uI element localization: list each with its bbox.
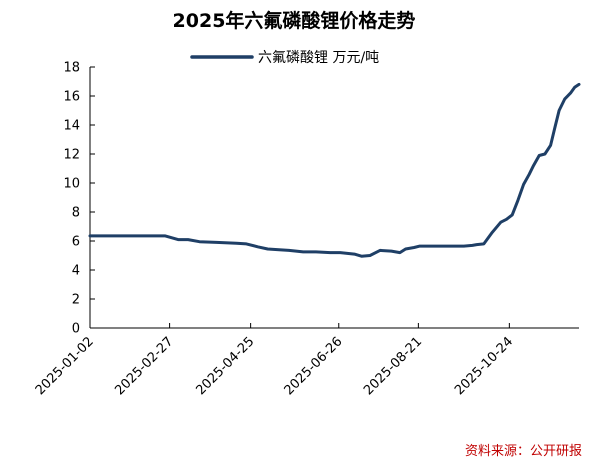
source-note: 资料来源：公开研报 — [465, 444, 582, 459]
y-tick-label: 18 — [63, 61, 80, 76]
chart-title: 2025年六氟磷酸锂价格走势 — [173, 9, 416, 32]
x-ticks: 2025-01-02 2025-02-27 2025-04-25 2025-06-26… — [33, 323, 516, 398]
legend-label: 六氟磷酸锂 万元/吨 — [258, 50, 379, 66]
x-tick-label: 2025-06-26 — [282, 334, 346, 398]
y-tick-label: 12 — [63, 148, 80, 163]
x-tick-label: 2025-08-21 — [361, 334, 425, 398]
x-tick-label: 2025-02-27 — [112, 334, 176, 398]
y-tick-label: 16 — [63, 90, 80, 105]
y-tick-label: 10 — [63, 177, 80, 192]
y-tick-label: 2 — [72, 293, 80, 308]
y-ticks: 0 2 4 6 8 10 12 14 16 18 — [63, 61, 95, 337]
x-tick-label: 2025-10-24 — [452, 334, 516, 398]
y-tick-label: 0 — [72, 322, 80, 337]
series-line — [88, 82, 581, 258]
x-tick-label: 2025-01-02 — [33, 334, 97, 398]
x-tick-label: 2025-04-25 — [193, 334, 257, 398]
y-tick-label: 14 — [63, 119, 80, 134]
legend: 六氟磷酸锂 万元/吨 — [190, 50, 379, 66]
y-tick-label: 4 — [72, 264, 80, 279]
y-tick-label: 8 — [72, 206, 80, 221]
y-tick-label: 6 — [72, 235, 80, 250]
